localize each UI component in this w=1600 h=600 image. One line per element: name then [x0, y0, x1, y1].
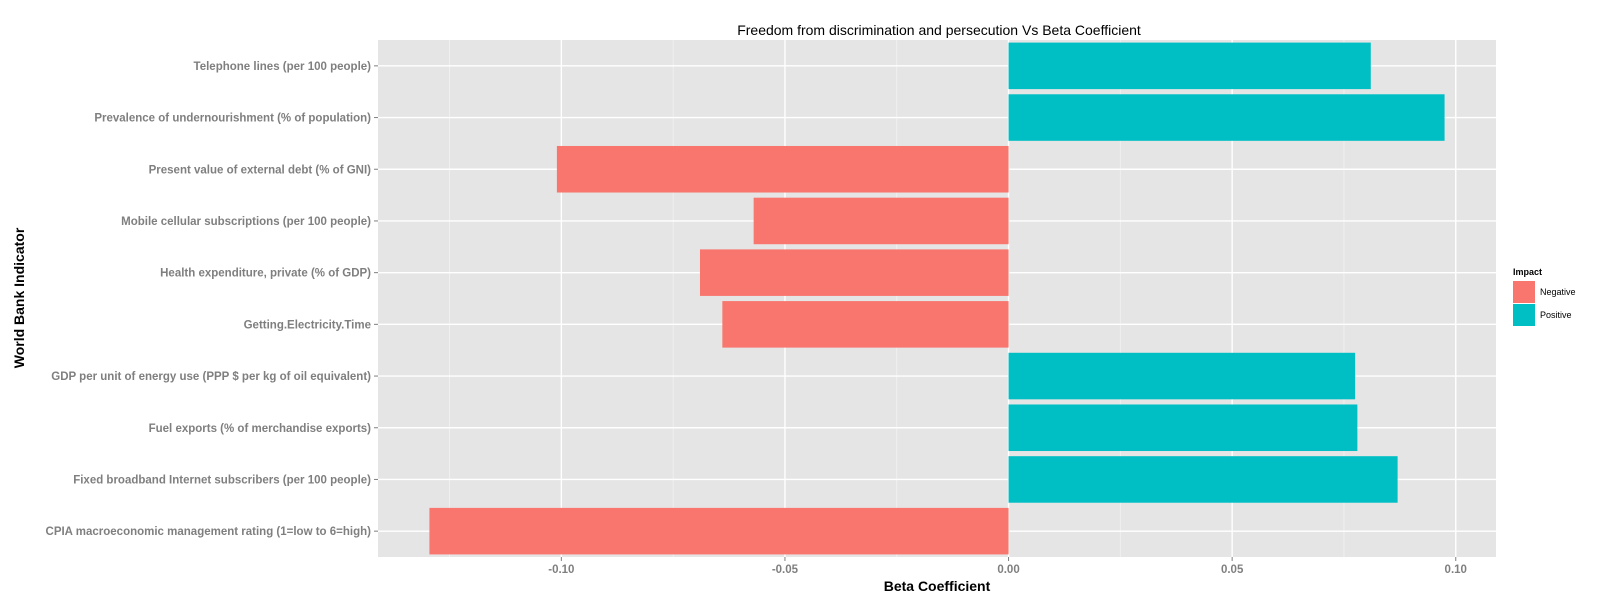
- legend-label: Positive: [1540, 310, 1572, 320]
- y-tick-label: Mobile cellular subscriptions (per 100 p…: [121, 216, 371, 228]
- x-axis: -0.10 -0.05 0.00 0.05 0.10: [548, 557, 1467, 576]
- y-tick-label: GDP per unit of energy use (PPP $ per kg…: [51, 371, 371, 383]
- x-tick-label: 0.05: [1221, 564, 1244, 576]
- bar: [753, 197, 1009, 245]
- x-tick-label: -0.05: [772, 564, 799, 576]
- bar: [1008, 94, 1445, 141]
- x-tick-label: 0.00: [997, 564, 1019, 576]
- bar: [699, 249, 1009, 296]
- bar: [556, 145, 1009, 193]
- bar: [722, 301, 1009, 348]
- legend: Impact Negative Positive: [1513, 267, 1576, 326]
- y-tick-label: CPIA macroeconomic management rating (1=…: [46, 526, 372, 538]
- bar: [429, 507, 1009, 555]
- y-tick-label: Health expenditure, private (% of GDP): [160, 268, 371, 280]
- y-tick-label: Fixed broadband Internet subscribers (pe…: [73, 474, 371, 486]
- chart-title: Freedom from discrimination and persecut…: [737, 22, 1141, 38]
- x-tick-label: 0.10: [1445, 564, 1467, 576]
- bar: [1008, 42, 1371, 90]
- y-tick-label: Getting.Electricity.Time: [244, 319, 371, 331]
- y-tick-label: Present value of external debt (% of GNI…: [149, 164, 372, 176]
- bar: [1008, 352, 1356, 400]
- bar: [1008, 404, 1358, 452]
- legend-swatch: [1513, 281, 1535, 303]
- bars: [429, 42, 1445, 555]
- x-axis-title: Beta Coefficient: [884, 578, 991, 594]
- y-tick-label: Fuel exports (% of merchandise exports): [149, 423, 372, 435]
- y-axis: Telephone lines (per 100 people) Prevalen…: [46, 61, 378, 538]
- x-tick-label: -0.10: [548, 564, 574, 576]
- legend-title: Impact: [1513, 267, 1542, 277]
- y-tick-label: Telephone lines (per 100 people): [194, 61, 372, 73]
- legend-swatch: [1513, 304, 1535, 326]
- y-tick-label: Prevalence of undernourishment (% of pop…: [94, 113, 371, 125]
- bar: [1008, 456, 1398, 503]
- y-axis-title: World Bank Indicator: [11, 227, 27, 368]
- legend-items: Negative Positive: [1513, 281, 1576, 326]
- legend-label: Negative: [1540, 287, 1576, 297]
